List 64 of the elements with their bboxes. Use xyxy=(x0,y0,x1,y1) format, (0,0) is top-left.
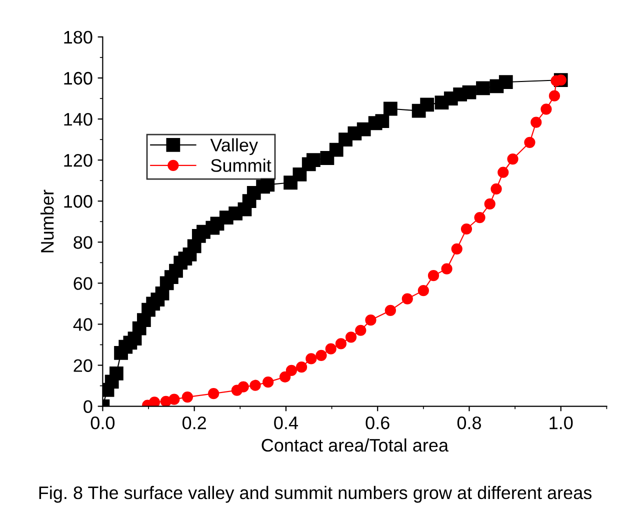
point xyxy=(279,371,291,383)
point xyxy=(451,243,462,254)
caption: Fig. 8 The surface valley and summit numbers grow at different areas xyxy=(39,486,592,503)
point xyxy=(345,332,357,343)
point xyxy=(548,90,560,102)
point xyxy=(383,102,398,116)
point xyxy=(498,166,509,178)
point xyxy=(365,314,376,326)
y-tick-label: 120 xyxy=(64,154,92,167)
point xyxy=(208,388,220,400)
point xyxy=(418,285,429,296)
point xyxy=(296,362,308,373)
point xyxy=(428,270,440,282)
point xyxy=(490,183,502,195)
x-axis-title: Contact area/Total area xyxy=(262,438,449,452)
point xyxy=(250,380,261,391)
x-tick-label: 0.6 xyxy=(366,416,390,430)
point xyxy=(109,366,124,380)
y-tick-label: 0 xyxy=(84,400,92,414)
point xyxy=(402,293,413,304)
point xyxy=(329,142,344,157)
point xyxy=(286,364,298,376)
point xyxy=(476,81,490,96)
point xyxy=(484,198,496,210)
point xyxy=(306,353,317,364)
point xyxy=(306,153,320,167)
point xyxy=(375,114,390,128)
y-tick-label: 80 xyxy=(74,236,92,249)
y-tick-label: 60 xyxy=(74,277,92,290)
point xyxy=(325,343,336,354)
x-tick-label: 0.2 xyxy=(182,416,206,430)
point xyxy=(335,338,346,350)
legend-label: Valley xyxy=(210,138,258,156)
point xyxy=(148,396,160,406)
point xyxy=(182,392,194,403)
point xyxy=(441,263,452,274)
point xyxy=(262,376,274,388)
point xyxy=(384,304,396,316)
y-tick-label: 160 xyxy=(64,72,92,85)
y-tick-label: 100 xyxy=(64,195,92,208)
y-tick-label: 40 xyxy=(73,318,92,331)
point xyxy=(460,223,472,235)
point xyxy=(498,75,513,90)
y-tick-label: 180 xyxy=(64,30,92,44)
point xyxy=(474,212,486,224)
point xyxy=(420,98,434,112)
point xyxy=(355,324,366,336)
x-tick-label: 1.0 xyxy=(550,416,573,430)
x-tick-label: 0.0 xyxy=(90,416,115,430)
point xyxy=(524,136,536,148)
point xyxy=(540,104,552,115)
point xyxy=(168,394,180,405)
y-tick-label: 140 xyxy=(64,112,92,126)
point xyxy=(292,167,307,182)
point xyxy=(316,350,327,361)
legend-label: Summit xyxy=(211,158,272,172)
point xyxy=(530,116,542,128)
y-tick-label: 20 xyxy=(74,359,92,372)
x-tick-label: 0.8 xyxy=(457,416,481,430)
point xyxy=(507,153,518,165)
point xyxy=(238,381,249,392)
x-tick-label: 0.4 xyxy=(274,416,298,430)
y-axis-title: Number xyxy=(40,190,54,252)
point xyxy=(462,85,476,100)
